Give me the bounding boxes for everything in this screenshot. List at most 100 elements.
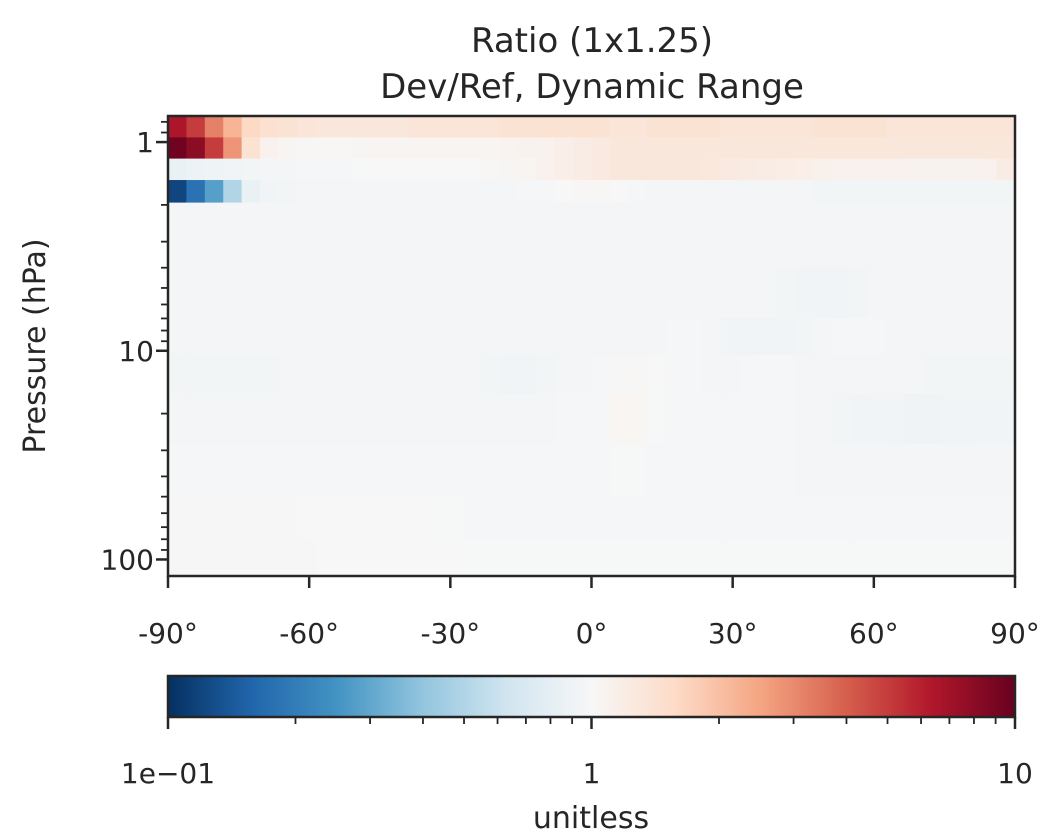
heatmap-cell xyxy=(223,116,243,139)
heatmap-cell xyxy=(444,539,464,577)
heatmap-cell xyxy=(941,393,961,445)
x-tick-label: -60° xyxy=(279,617,339,650)
heatmap-cell xyxy=(204,158,224,181)
heatmap-cell xyxy=(296,444,316,498)
heatmap-cell xyxy=(425,318,445,356)
heatmap-cell xyxy=(278,355,298,394)
heatmap-cell xyxy=(978,496,998,540)
heatmap-cell xyxy=(296,202,316,269)
y-axis-ticks: 1 10 100 xyxy=(101,120,168,576)
heatmap-cell xyxy=(720,137,740,160)
heatmap-cell xyxy=(794,539,814,577)
heatmap-cell xyxy=(683,355,703,394)
heatmap-cell xyxy=(720,355,740,394)
heatmap-cell xyxy=(757,355,777,394)
heatmap-cell xyxy=(701,202,721,269)
heatmap-cell xyxy=(738,202,758,269)
heatmap-cell xyxy=(904,496,924,540)
heatmap-cell xyxy=(775,355,795,394)
heatmap-cell xyxy=(536,539,556,577)
heatmap-cell xyxy=(260,267,280,320)
heatmap-cell xyxy=(609,318,629,356)
heatmap-cell xyxy=(646,355,666,394)
heatmap-cell xyxy=(867,318,887,356)
heatmap-cell xyxy=(370,137,390,160)
heatmap-cell xyxy=(573,355,593,394)
heatmap-cell xyxy=(830,318,850,356)
heatmap-cell xyxy=(830,202,850,269)
heatmap-cell xyxy=(168,496,188,540)
heatmap-cell xyxy=(904,318,924,356)
heatmap-cell xyxy=(812,116,832,139)
heatmap-cell xyxy=(941,116,961,139)
heatmap-cell xyxy=(333,158,353,181)
heatmap-cell xyxy=(775,318,795,356)
heatmap-cell xyxy=(996,116,1016,139)
heatmap-cell xyxy=(812,539,832,577)
heatmap-cell xyxy=(867,116,887,139)
heatmap-cell xyxy=(517,393,537,445)
heatmap-cell xyxy=(499,267,519,320)
heatmap-cell xyxy=(517,267,537,320)
heatmap-cell xyxy=(260,496,280,540)
heatmap-cell xyxy=(665,496,685,540)
heatmap-cell xyxy=(720,158,740,181)
heatmap-cell xyxy=(260,355,280,394)
heatmap-cell xyxy=(186,267,206,320)
heatmap-cell xyxy=(407,158,427,181)
heatmap-cell xyxy=(204,539,224,577)
heatmap-cell xyxy=(370,180,390,204)
y-axis-label: Pressure (hPa) xyxy=(18,238,53,453)
heatmap-cell xyxy=(517,116,537,139)
heatmap-cell xyxy=(904,202,924,269)
heatmap-cell xyxy=(812,180,832,204)
heatmap-cell xyxy=(223,539,243,577)
x-tick-label: -90° xyxy=(138,617,198,650)
heatmap-cell xyxy=(886,158,906,181)
heatmap-cell xyxy=(849,318,869,356)
heatmap-cell xyxy=(388,116,408,139)
heatmap-cell xyxy=(481,539,501,577)
heatmap-cell xyxy=(867,444,887,498)
heatmap-cell xyxy=(204,180,224,204)
heatmap-cell xyxy=(352,180,372,204)
heatmap-cell xyxy=(628,137,648,160)
heatmap-cell xyxy=(701,158,721,181)
heatmap-cell xyxy=(352,158,372,181)
heatmap-cell xyxy=(941,180,961,204)
heatmap-cell xyxy=(186,496,206,540)
heatmap-cell xyxy=(996,267,1016,320)
heatmap-cell xyxy=(499,496,519,540)
heatmap-cell xyxy=(775,137,795,160)
heatmap-cell xyxy=(388,202,408,269)
heatmap-cell xyxy=(296,180,316,204)
heatmap-cell xyxy=(812,444,832,498)
heatmap-cell xyxy=(536,116,556,139)
heatmap-cell xyxy=(830,444,850,498)
heatmap-cell xyxy=(683,539,703,577)
heatmap-cell xyxy=(260,318,280,356)
heatmap-cell xyxy=(886,267,906,320)
heatmap-cell xyxy=(296,267,316,320)
heatmap-cell xyxy=(296,496,316,540)
heatmap-cell xyxy=(425,496,445,540)
heatmap-cell xyxy=(591,180,611,204)
heatmap-cell xyxy=(683,158,703,181)
heatmap-cell xyxy=(628,116,648,139)
heatmap-cell xyxy=(830,393,850,445)
heatmap-cell xyxy=(315,393,335,445)
heatmap-cell xyxy=(922,267,942,320)
heatmap-cell xyxy=(609,267,629,320)
heatmap-cell xyxy=(554,137,574,160)
heatmap-cell xyxy=(333,444,353,498)
heatmap-cell xyxy=(278,180,298,204)
heatmap-cell xyxy=(278,539,298,577)
heatmap-cell xyxy=(444,180,464,204)
heatmap-cell xyxy=(794,158,814,181)
heatmap-cell xyxy=(536,496,556,540)
heatmap-cell xyxy=(978,137,998,160)
heatmap-cell xyxy=(849,180,869,204)
heatmap-cell xyxy=(499,180,519,204)
heatmap-cell xyxy=(370,393,390,445)
heatmap-cell xyxy=(554,267,574,320)
